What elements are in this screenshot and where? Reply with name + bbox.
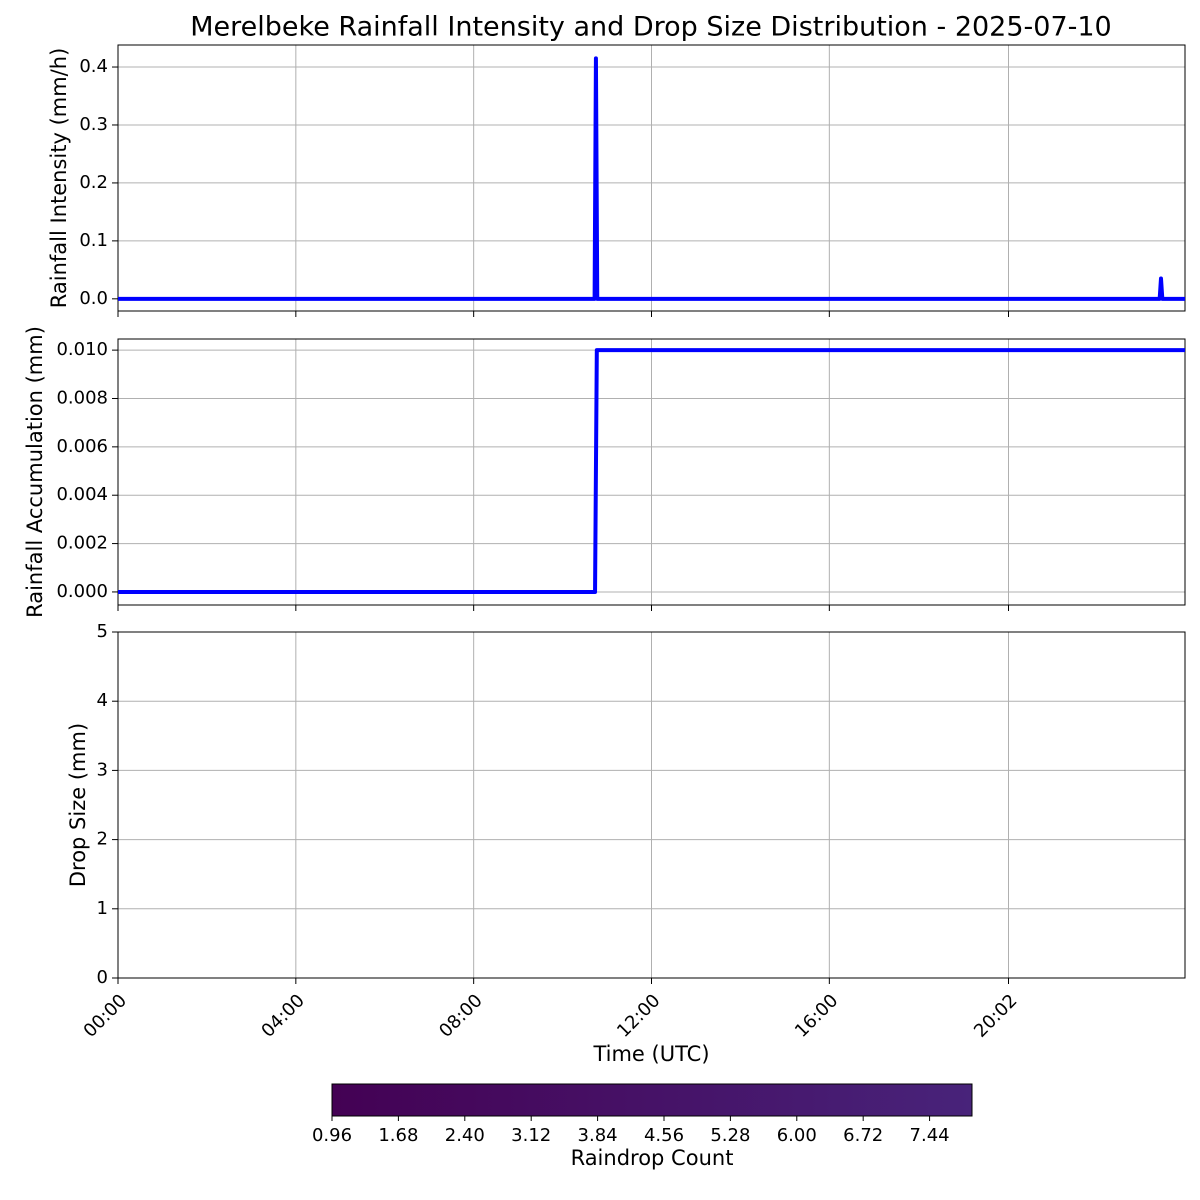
y-tick-label: 0.2 — [79, 172, 108, 193]
y-tick-label: 0.010 — [56, 339, 108, 360]
colorbar-tick-label: 6.72 — [843, 1125, 883, 1146]
colorbar-tick-label: 2.40 — [445, 1125, 485, 1146]
y-tick-label: 2 — [97, 829, 108, 850]
data-line — [118, 348, 1185, 594]
colorbar-tick-label: 0.96 — [312, 1125, 352, 1146]
x-tick-label: 16:00 — [791, 990, 843, 1042]
x-tick-label: 08:00 — [435, 990, 487, 1042]
colorbar — [331, 1083, 973, 1117]
y-axis-label: Rainfall Intensity (mm/h) — [47, 48, 71, 309]
y-tick-label: 0.004 — [56, 484, 108, 505]
x-tick-label: 20:02 — [970, 990, 1022, 1042]
y-tick-label: 0.0 — [79, 288, 108, 309]
y-axis-label: Rainfall Accumulation (mm) — [23, 326, 47, 618]
y-tick-label: 0.008 — [56, 387, 108, 408]
y-axis-label: Drop Size (mm) — [66, 723, 90, 887]
y-tick-label: 0 — [97, 967, 108, 988]
colorbar-tick-label: 6.00 — [777, 1125, 817, 1146]
y-tick-label: 3 — [97, 759, 108, 780]
y-tick-label: 1 — [97, 898, 108, 919]
colorbar-tick-label: 3.12 — [511, 1125, 551, 1146]
chart-title: Merelbeke Rainfall Intensity and Drop Si… — [190, 12, 1111, 43]
y-tick-label: 0.1 — [79, 230, 108, 251]
plot-frame — [117, 338, 1186, 606]
colorbar-tick-label: 7.44 — [910, 1125, 950, 1146]
y-tick-label: 0.3 — [79, 114, 108, 135]
x-tick-label: 12:00 — [613, 990, 665, 1042]
colorbar-tick-label: 3.84 — [578, 1125, 618, 1146]
y-tick-label: 0.006 — [56, 436, 108, 457]
y-tick-label: 0.4 — [79, 56, 108, 77]
y-tick-label: 0.000 — [56, 581, 108, 602]
x-axis-label: Time (UTC) — [592, 1042, 709, 1066]
x-tick-label: 00:00 — [80, 990, 132, 1042]
colorbar-tick-label: 5.28 — [710, 1125, 750, 1146]
y-tick-label: 5 — [97, 621, 108, 642]
plot-frame — [117, 631, 1186, 979]
colorbar-tick-label: 4.56 — [644, 1125, 684, 1146]
data-line — [118, 56, 1185, 301]
plot-frame — [117, 44, 1186, 312]
y-tick-label: 0.002 — [56, 533, 108, 554]
colorbar-tick-label: 1.68 — [378, 1125, 418, 1146]
y-tick-label: 4 — [97, 690, 108, 711]
x-tick-label: 04:00 — [257, 990, 309, 1042]
colorbar-label: Raindrop Count — [571, 1146, 734, 1170]
